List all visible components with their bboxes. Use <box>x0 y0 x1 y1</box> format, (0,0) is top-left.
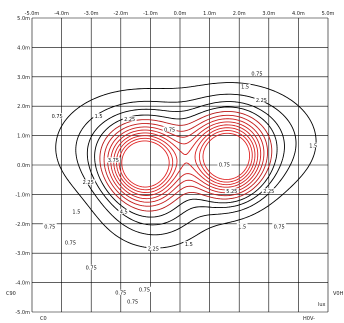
contour-label: 2.25 <box>263 189 274 195</box>
contour-label-bg <box>272 223 287 229</box>
x-tick-label: 4.0m <box>292 11 305 17</box>
y-tick-label: -1.0m <box>15 192 30 198</box>
contour-label: 0.75 <box>65 241 76 247</box>
contour-label: 1.5 <box>238 224 246 230</box>
contour-label: 0.75 <box>52 114 63 120</box>
contour-line-6-75 <box>113 124 259 196</box>
contour-label-bg <box>84 264 99 270</box>
contour-label-bg <box>250 70 264 76</box>
contour-line-6 <box>110 121 262 200</box>
contour-label-bg <box>106 157 121 163</box>
contour-lines <box>55 82 317 249</box>
contour-label: 0.75 <box>274 224 285 230</box>
contour-label: 0.75 <box>251 71 262 77</box>
contour-line-3-75 <box>99 111 273 212</box>
contour-label-bg <box>93 113 104 119</box>
contour-label-bg <box>183 241 195 247</box>
contour-label: 2.25 <box>124 117 135 123</box>
x-tick-label: 5.0m <box>322 11 335 17</box>
contour-label: 0.75 <box>139 288 150 294</box>
contour-label-bg <box>162 126 177 132</box>
contour-label-bg <box>113 289 128 295</box>
y-tick-label: 5.0m <box>17 16 30 22</box>
contour-label: 5.25 <box>226 189 237 195</box>
contour-line-8-25 <box>118 130 253 191</box>
contour-label: 1.5 <box>72 210 80 216</box>
contour-label: 0.75 <box>86 266 97 272</box>
contour-label: 0.75 <box>44 224 55 230</box>
contour-label-bg <box>125 298 140 304</box>
contour-line-5-25 <box>107 118 265 203</box>
unit-label: lux <box>318 302 326 308</box>
contour-label-bg <box>261 188 276 194</box>
contour-label-bg <box>118 208 130 215</box>
contour-label-bg <box>81 179 96 185</box>
x-tick-label: 2.0m <box>233 11 246 17</box>
contour-label-bg <box>307 142 319 148</box>
x-tick-label: -1.0m <box>143 11 158 17</box>
y-tick-label: -2.0m <box>15 222 30 228</box>
contour-label-bg <box>239 83 251 90</box>
contour-label-bg <box>63 239 78 245</box>
corner-label-right-lower: H0V- <box>303 316 315 322</box>
contour-label-bg <box>42 223 57 229</box>
x-tick-label: -4.0m <box>54 11 69 17</box>
y-tick-label: -5.0m <box>15 310 30 316</box>
x-tick-label: -3.0m <box>84 11 99 17</box>
x-tick-label: 1.0m <box>203 11 216 17</box>
y-tick-label: -4.0m <box>15 281 30 287</box>
contour-line-3 <box>94 106 278 218</box>
contour-labels: 0.75 1.5 2.25 0.75 1.5 2.25 0.75 1.5 3.75 0.75 2.2… <box>42 70 319 305</box>
contour-label: 1.5 <box>241 85 249 91</box>
contour-label: 0.75 <box>219 163 230 169</box>
contour-label: 2.25 <box>256 98 267 104</box>
x-tick-label: -5.0m <box>25 11 40 17</box>
y-tick-label: 2.0m <box>17 104 30 110</box>
y-tick-label: 3.0m <box>17 75 30 81</box>
corner-label-left-upper: C90 <box>6 291 16 297</box>
contour-label: 1.5 <box>309 143 317 149</box>
contour-label-bg <box>122 116 137 122</box>
x-tick-label: 3.0m <box>262 11 275 17</box>
corner-label-left-lower: C0 <box>40 316 47 322</box>
contour-label: 2.25 <box>83 180 94 186</box>
contour-label: 3.75 <box>108 158 119 164</box>
contour-label: 0.75 <box>115 290 126 296</box>
contour-label: 2.25 <box>148 246 159 252</box>
y-tick-label: 1.0m <box>17 134 30 140</box>
y-tick-label: 0.0m <box>17 163 30 169</box>
contour-line-9 <box>121 132 251 188</box>
y-tick-label: 4.0m <box>17 45 30 51</box>
contour-label-bg <box>146 245 161 251</box>
y-tick-labels: 5.0m 4.0m 3.0m 2.0m 1.0m 0.0m -1.0m -2.0m -3.0m -… <box>15 16 30 316</box>
corner-label-right-upper: V0H <box>333 291 344 297</box>
contour-label-bg <box>236 223 248 229</box>
x-tick-label: -2.0m <box>113 11 128 17</box>
contour-label-bg <box>50 113 65 119</box>
contour-line-0-75 <box>55 82 317 249</box>
contour-line-2-25 <box>86 101 285 226</box>
contour-label: 1.5 <box>185 242 193 248</box>
contour-label: 0.75 <box>164 127 175 133</box>
y-tick-label: -3.0m <box>15 251 30 257</box>
contour-label-bg <box>217 161 232 167</box>
contour-label-bg <box>224 188 239 194</box>
contour-label-bg <box>137 286 152 292</box>
x-tick-labels: -5.0m -4.0m -3.0m -2.0m -1.0m 0.0m 1.0m 2.0m 3.0… <box>25 11 335 17</box>
contour-label-bg <box>254 97 269 103</box>
contour-label: 4.5 <box>120 210 128 216</box>
x-tick-label: 0.0m <box>174 11 187 17</box>
contour-line-7-5 <box>116 127 256 194</box>
contour-label: 1.5 <box>95 114 103 120</box>
contour-label: 0.75 <box>127 299 138 305</box>
contour-label-bg <box>71 208 82 215</box>
